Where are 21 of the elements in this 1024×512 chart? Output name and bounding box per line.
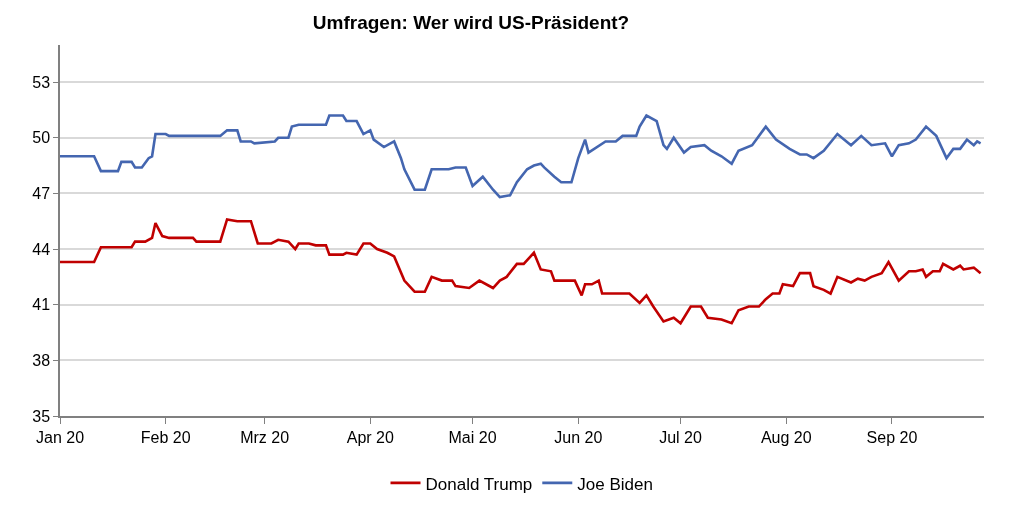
x-tick-label: Mrz 20: [240, 428, 290, 446]
line-series: [60, 114, 982, 199]
x-tick-label: Aug 20: [760, 428, 812, 446]
x-tick-label: Feb 20: [140, 428, 191, 446]
legend-label: Donald Trump: [425, 474, 533, 494]
y-tick-label: 47: [32, 185, 51, 202]
y-tick-label: 53: [32, 73, 51, 91]
x-tick-label: Jun 20: [554, 428, 603, 446]
x-tick-label: Sep 20: [866, 428, 918, 446]
x-tick-label: Jul 20: [659, 428, 702, 446]
y-tick-label: 44: [32, 240, 51, 258]
x-tick-label: Jan 20: [35, 428, 85, 446]
x-tick-label: Mai 20: [448, 428, 497, 446]
y-tick-label: 38: [32, 351, 51, 369]
y-tick-label: 50: [32, 129, 51, 147]
line-series: [60, 218, 982, 325]
chart-title: Umfragen: Wer wird US-Präsident?: [312, 11, 630, 33]
y-tick-label: 35: [32, 407, 51, 425]
legend-label: Joe Biden: [577, 474, 653, 494]
x-tick-label: Apr 20: [346, 428, 394, 446]
y-tick-label: 41: [32, 296, 51, 314]
